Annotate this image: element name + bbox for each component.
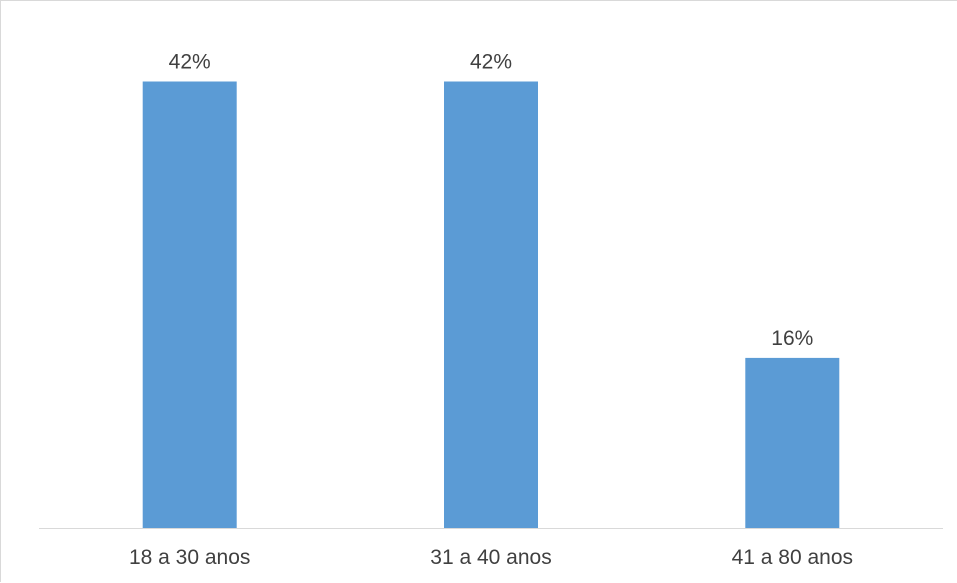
data-label-2: 42% — [470, 51, 512, 74]
bar-1 — [142, 81, 237, 528]
data-label-3: 16% — [771, 327, 813, 350]
x-tick-label-2: 31 a 40 anos — [430, 546, 551, 569]
bar-3 — [745, 357, 840, 528]
bar-2 — [444, 81, 538, 528]
data-label-1: 42% — [169, 51, 211, 74]
x-tick-label-3: 41 a 80 anos — [732, 546, 853, 569]
x-tick-label-1: 18 a 30 anos — [129, 546, 250, 569]
